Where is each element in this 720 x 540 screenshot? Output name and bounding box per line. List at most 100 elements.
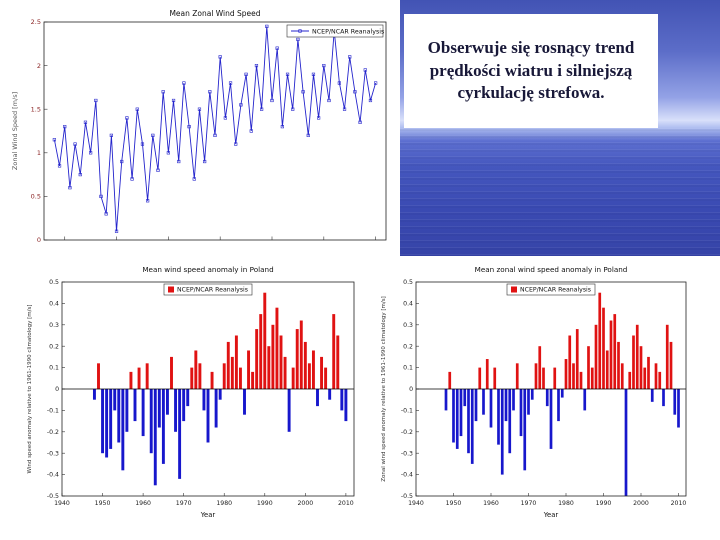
marker bbox=[99, 194, 103, 199]
bar bbox=[530, 389, 534, 400]
bar bbox=[202, 389, 206, 411]
bar bbox=[320, 356, 324, 389]
svg-text:2010: 2010 bbox=[338, 500, 354, 507]
legend-box bbox=[506, 283, 596, 296]
svg-text:2000: 2000 bbox=[297, 500, 313, 507]
svg-text:1960: 1960 bbox=[135, 500, 151, 507]
chart-title: Mean Zonal Wind Speed bbox=[169, 9, 260, 18]
bar bbox=[226, 341, 230, 389]
bar bbox=[194, 350, 198, 389]
bar bbox=[602, 307, 605, 389]
marker bbox=[187, 125, 191, 129]
marker bbox=[63, 125, 67, 129]
bar bbox=[161, 389, 165, 464]
bar bbox=[549, 389, 553, 449]
svg-text:0.4: 0.4 bbox=[49, 301, 59, 308]
bar bbox=[198, 363, 202, 389]
bar bbox=[474, 389, 478, 422]
marker bbox=[223, 116, 227, 120]
marker bbox=[270, 98, 274, 103]
marker bbox=[265, 24, 269, 28]
bar bbox=[275, 307, 279, 389]
svg-text:0.3: 0.3 bbox=[49, 322, 59, 329]
bar bbox=[299, 320, 303, 389]
bar bbox=[218, 389, 222, 400]
svg-text:2000: 2000 bbox=[633, 500, 649, 507]
bar bbox=[92, 389, 96, 400]
bar bbox=[463, 389, 467, 407]
bar bbox=[508, 389, 512, 454]
marker bbox=[78, 173, 82, 177]
bar bbox=[117, 389, 121, 443]
bar bbox=[251, 371, 255, 389]
marker bbox=[52, 138, 56, 142]
svg-text:-0.3: -0.3 bbox=[47, 450, 59, 457]
bar bbox=[133, 389, 137, 422]
svg-text:1.5: 1.5 bbox=[31, 105, 41, 113]
bar bbox=[340, 389, 344, 411]
bar bbox=[125, 389, 129, 432]
bar bbox=[628, 371, 632, 389]
marker bbox=[311, 72, 316, 76]
legend-box bbox=[163, 283, 253, 296]
marker bbox=[244, 72, 248, 76]
bar bbox=[267, 346, 271, 389]
bar bbox=[283, 356, 287, 389]
marker bbox=[337, 81, 341, 85]
bar bbox=[545, 389, 549, 407]
marker bbox=[317, 116, 321, 120]
bar bbox=[105, 389, 109, 458]
bar bbox=[632, 335, 635, 389]
bar bbox=[635, 324, 639, 389]
marker bbox=[109, 133, 113, 137]
marker bbox=[363, 68, 367, 72]
bar bbox=[467, 389, 470, 454]
marker bbox=[353, 90, 357, 94]
x-axis-label: Year bbox=[200, 511, 216, 519]
bar bbox=[230, 356, 234, 389]
bar bbox=[247, 350, 251, 389]
marker bbox=[296, 37, 300, 42]
marker bbox=[140, 142, 145, 146]
bar bbox=[190, 367, 194, 389]
bar bbox=[129, 371, 133, 389]
bar bbox=[459, 389, 463, 437]
bar bbox=[222, 363, 226, 389]
bar bbox=[572, 363, 575, 389]
bar bbox=[489, 389, 493, 428]
marker bbox=[234, 142, 238, 146]
svg-text:0: 0 bbox=[409, 386, 413, 393]
bar bbox=[523, 389, 527, 471]
bar bbox=[658, 371, 662, 389]
marker bbox=[125, 116, 129, 120]
bar bbox=[575, 329, 579, 389]
bar bbox=[157, 389, 161, 428]
svg-text:0.5: 0.5 bbox=[49, 279, 59, 286]
bar bbox=[647, 356, 650, 389]
marker bbox=[161, 90, 165, 94]
bar bbox=[553, 367, 557, 389]
svg-text:1950: 1950 bbox=[95, 500, 111, 507]
svg-text:0.3: 0.3 bbox=[403, 322, 413, 329]
bar bbox=[470, 389, 474, 464]
svg-text:2.5: 2.5 bbox=[31, 18, 41, 26]
bar bbox=[598, 292, 602, 389]
marker bbox=[156, 168, 160, 172]
svg-text:1: 1 bbox=[37, 149, 41, 157]
bar bbox=[568, 335, 572, 389]
svg-text:1960: 1960 bbox=[483, 500, 499, 507]
marker bbox=[285, 72, 290, 76]
bar bbox=[609, 320, 613, 389]
bar bbox=[617, 341, 620, 389]
bar bbox=[662, 389, 665, 407]
bar bbox=[344, 389, 348, 422]
marker bbox=[291, 107, 295, 111]
bar bbox=[149, 389, 153, 454]
marker bbox=[280, 125, 284, 129]
marker bbox=[213, 133, 217, 137]
bar bbox=[332, 314, 336, 389]
bar bbox=[560, 389, 564, 398]
chart-wind-speed-anomaly-poland: Mean wind speed anomaly in Poland Wind sp… bbox=[22, 260, 362, 526]
marker bbox=[239, 103, 243, 107]
bar bbox=[579, 371, 583, 389]
